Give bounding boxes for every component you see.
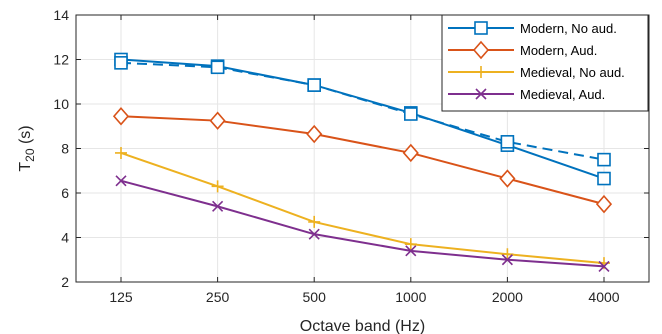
square-marker xyxy=(474,21,488,35)
legend-entry: Medieval, Aud. xyxy=(448,87,605,102)
plus-marker xyxy=(501,248,514,261)
legend-entry: Modern, No aud. xyxy=(448,21,617,36)
y-tick-label: 14 xyxy=(53,7,69,23)
x-tick-label: 125 xyxy=(109,289,133,305)
plus-marker xyxy=(211,180,224,193)
diamond-marker xyxy=(209,111,226,130)
legend-label: Modern, No aud. xyxy=(520,21,617,36)
square-marker xyxy=(597,152,611,167)
x-marker xyxy=(212,200,224,212)
series-layer xyxy=(112,52,613,272)
series-1-line xyxy=(120,115,605,206)
plus-marker xyxy=(115,146,127,159)
axis-labels: 2 4 6 8 10 12 14 125 250 500 1000 2000 4000 Octave ba… xyxy=(17,7,620,334)
legend-label: Medieval, No aud. xyxy=(520,65,625,80)
y-axis-title-unit: (s) xyxy=(17,125,34,148)
diamond-marker xyxy=(112,107,130,126)
plus-marker xyxy=(475,66,487,78)
y-tick-label: 8 xyxy=(61,141,69,157)
x-marker xyxy=(501,254,513,266)
y-tick-label: 2 xyxy=(61,274,69,290)
y-axis-title: T20 (s) xyxy=(17,125,37,171)
y-tick-label: 4 xyxy=(61,230,69,246)
series-3-line xyxy=(120,179,605,268)
x-tick-label: 500 xyxy=(303,289,327,305)
y-tick-label: 10 xyxy=(53,96,69,112)
x-tick-label: 250 xyxy=(206,289,230,305)
legend: Modern, No aud. Modern, Aud. Medieval, No … xyxy=(441,14,649,112)
diamond-marker xyxy=(306,124,323,144)
plus-marker xyxy=(404,238,417,251)
diamond-marker xyxy=(595,194,613,214)
diamond-marker xyxy=(472,40,490,60)
series-extra-0-line xyxy=(120,61,605,161)
legend-entry: Medieval, No aud. xyxy=(448,65,625,80)
x-marker xyxy=(598,260,610,272)
x-tick-label: 4000 xyxy=(588,289,619,305)
x-marker xyxy=(475,88,487,100)
diamond-marker xyxy=(402,143,419,163)
series-3 xyxy=(115,175,610,272)
legend-entry: Modern, Aud. xyxy=(448,40,597,60)
series-1 xyxy=(112,107,613,214)
x-marker xyxy=(308,228,320,240)
y-tick-label: 12 xyxy=(53,52,69,68)
square-marker xyxy=(210,60,225,75)
legend-label: Medieval, Aud. xyxy=(520,87,605,102)
y-tick-label: 6 xyxy=(61,185,69,201)
square-marker xyxy=(403,107,418,121)
axes xyxy=(75,14,650,283)
series-2 xyxy=(115,146,610,270)
x-tick-label: 2000 xyxy=(492,289,523,305)
x-tick-label: 1000 xyxy=(395,289,426,305)
x-marker xyxy=(405,245,417,257)
y-axis-title-main: T xyxy=(17,162,34,172)
plus-marker xyxy=(308,215,321,228)
series-extra-0 xyxy=(114,56,611,167)
x-axis-title: Octave band (Hz) xyxy=(300,318,425,334)
y-axis-title-sub: 20 xyxy=(23,148,37,162)
square-marker xyxy=(307,78,322,92)
square-marker xyxy=(597,171,611,186)
x-marker xyxy=(115,175,127,187)
diamond-marker xyxy=(499,169,516,188)
legend-label: Modern, Aud. xyxy=(520,43,597,58)
square-marker xyxy=(114,56,128,70)
series-2-line xyxy=(120,152,605,265)
square-marker xyxy=(500,135,515,149)
